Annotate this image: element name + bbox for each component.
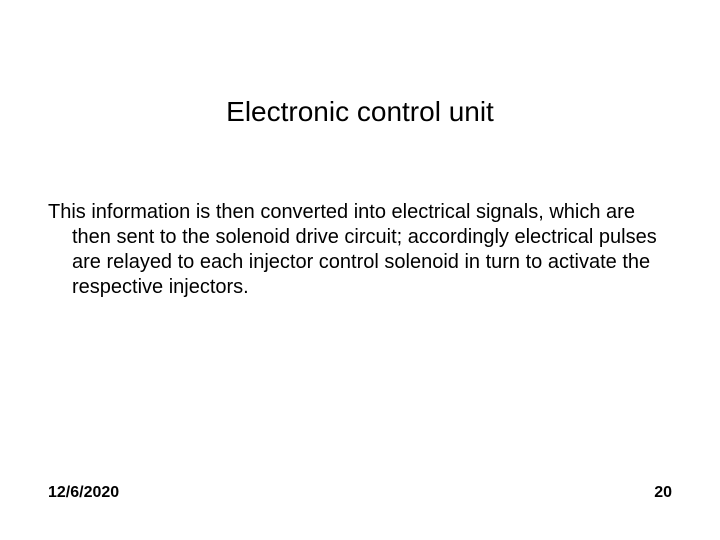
footer-page-number: 20 — [654, 484, 672, 502]
slide-footer: 12/6/2020 20 — [48, 484, 672, 502]
footer-date: 12/6/2020 — [48, 484, 119, 502]
slide-body: This information is then converted into … — [48, 200, 672, 300]
slide-title: Electronic control unit — [48, 0, 672, 200]
slide-container: Electronic control unit This information… — [0, 0, 720, 540]
